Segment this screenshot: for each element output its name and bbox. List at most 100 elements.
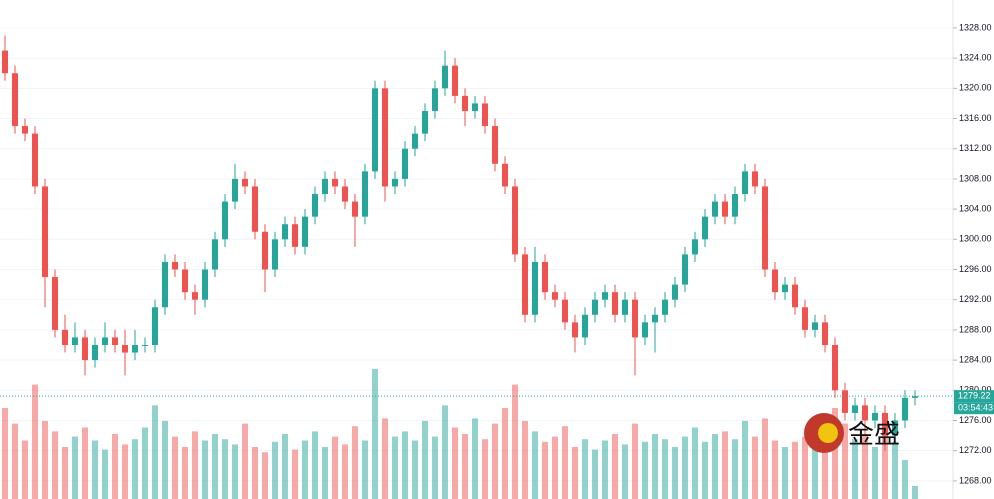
candle-body <box>362 171 368 217</box>
candle-body <box>782 284 788 293</box>
volume-bar <box>332 436 338 499</box>
candle-body <box>892 420 898 436</box>
volume-bar <box>72 436 78 499</box>
volume-bar <box>362 440 368 499</box>
candle-body <box>252 186 258 232</box>
volume-bar <box>452 427 458 499</box>
candle-body <box>212 239 218 270</box>
candle-body <box>852 405 858 413</box>
volume-bar <box>772 440 778 499</box>
candle-body <box>262 231 268 270</box>
volume-bar <box>442 405 448 499</box>
countdown-tag <box>954 402 994 415</box>
last-price-label: 1279.22 <box>958 391 991 401</box>
candle-body <box>642 322 648 338</box>
candle-body <box>462 95 468 111</box>
volume-bar <box>322 447 328 499</box>
volume-bar <box>792 441 798 499</box>
volume-bar <box>52 431 58 499</box>
volume-bar <box>22 440 28 499</box>
candle-body <box>162 261 168 308</box>
candle-body <box>882 412 888 436</box>
y-tick-label: 1280.00 <box>959 385 992 395</box>
candle-body <box>42 186 48 278</box>
volume-bar <box>782 447 788 499</box>
volume-bar <box>722 431 728 499</box>
candle-body <box>182 269 188 293</box>
volume-bar <box>522 421 528 499</box>
candle-body <box>202 269 208 300</box>
last-price-tag <box>954 390 994 403</box>
volume-bar <box>392 436 398 499</box>
y-tick-label: 1268.00 <box>959 475 992 485</box>
volume-bar <box>212 434 218 499</box>
candle-body <box>242 178 248 187</box>
volume-bar <box>242 423 248 499</box>
candle-body <box>842 390 848 413</box>
volume-bar <box>812 449 818 499</box>
y-tick-label: 1276.00 <box>959 415 992 425</box>
volume-bar <box>592 449 598 499</box>
watermark-text: 金盛 <box>848 419 900 449</box>
volume-bar <box>252 447 258 499</box>
candle-body <box>812 322 818 330</box>
volume-bar <box>802 436 808 499</box>
candle-body <box>452 65 458 96</box>
volume-bar <box>472 418 478 499</box>
countdown-label: 03:54:43 <box>958 403 993 413</box>
candle-body <box>172 261 178 270</box>
candle-body <box>732 194 738 217</box>
candle-body <box>522 254 528 315</box>
volume-bar <box>532 431 538 499</box>
candle-body <box>92 344 98 361</box>
volume-bar <box>282 434 288 499</box>
candle-body <box>342 186 348 202</box>
candle-body <box>532 261 538 315</box>
volume-bar <box>62 447 68 499</box>
volume-bar <box>182 447 188 499</box>
volume-bar <box>352 426 358 499</box>
candle-body <box>332 178 338 187</box>
candle-body <box>692 239 698 255</box>
volume-bar <box>262 452 268 499</box>
grid <box>0 27 953 482</box>
candle-body <box>422 110 428 134</box>
volume-bar <box>102 449 108 499</box>
volume-bar <box>482 439 488 499</box>
volume-bar <box>412 440 418 499</box>
candle-body <box>152 307 158 345</box>
candle-body <box>52 277 58 330</box>
candle-body <box>662 299 668 315</box>
volume-bar <box>542 441 548 499</box>
candle-body <box>322 178 328 195</box>
volume-bar <box>912 486 918 499</box>
volume-bar <box>2 408 8 499</box>
volume-bar <box>342 444 348 499</box>
volume-bar <box>732 439 738 499</box>
candle-body <box>352 201 358 217</box>
candle-body <box>132 344 138 353</box>
volume-bar <box>232 444 238 499</box>
candle-body <box>72 337 78 345</box>
volume-bar <box>632 423 638 499</box>
volume-bar <box>582 439 588 499</box>
volume-bar <box>832 408 838 499</box>
volume-bar <box>382 418 388 499</box>
candle-body <box>122 344 128 353</box>
candle-body <box>872 412 878 421</box>
volume-bar <box>112 434 118 499</box>
candle-body <box>492 126 498 164</box>
candle-body <box>802 307 808 330</box>
candle-body <box>432 88 438 111</box>
candle-body <box>622 299 628 315</box>
volume-bar <box>12 423 18 499</box>
volume-bar <box>852 439 858 499</box>
candle-body <box>682 254 688 285</box>
candle-body <box>552 292 558 300</box>
volume-bar <box>602 440 608 499</box>
candle-body <box>112 337 118 345</box>
volume-bar <box>492 423 498 499</box>
volume-bar <box>202 440 208 499</box>
candle-body <box>582 314 588 338</box>
